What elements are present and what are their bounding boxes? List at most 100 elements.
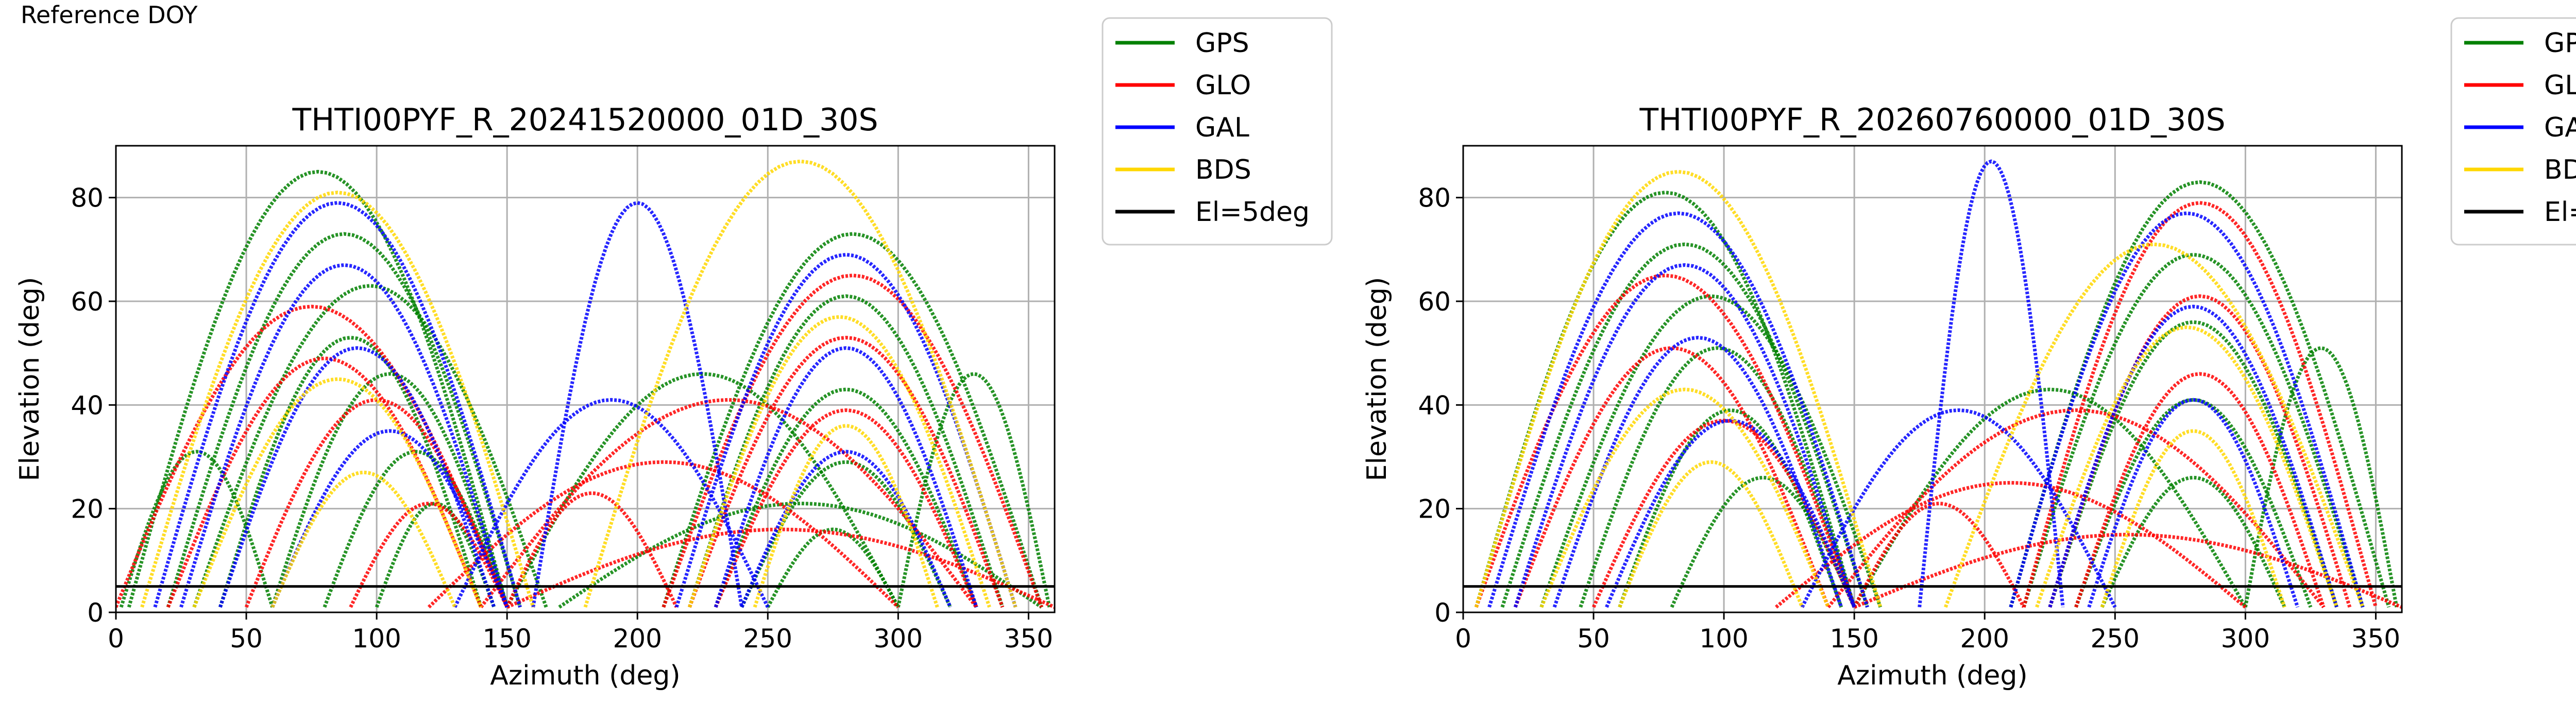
x-tick-label: 350 [1004,624,1053,654]
arc-bds [2100,429,2286,608]
x-tick-label: 300 [874,624,923,654]
legend-label-4: El=5deg [2544,197,2576,228]
arc-gps [688,294,1005,608]
legend-label-1: GLO [2544,70,2576,101]
plot-area [1463,146,2402,612]
data-layer [116,159,1055,609]
figure-top-label: Reference DOY [21,1,198,29]
arc-gps [2100,475,2286,608]
arc-gal [153,201,522,608]
arc-glo [2022,201,2378,608]
arc-gps [766,527,900,608]
arc-gal [2009,211,2365,608]
arc-bds [192,377,483,608]
arc-gal [1487,211,1869,608]
arc-bds [140,191,535,608]
arc-gps [1500,242,1869,608]
legend-box [2450,17,2576,246]
y-tick-label: 80 [1418,183,1451,213]
arc-bds [1944,242,2365,608]
series-gps [119,169,1052,609]
data-layer [1474,159,2402,609]
arc-glo [505,491,679,608]
arc-glo [714,408,978,608]
x-tick-label: 300 [2221,624,2270,654]
y-axis-label: Elevation (deg) [1362,277,1393,482]
arc-glo [1513,346,1830,608]
arc-gps [2243,346,2399,608]
arc-gps [714,387,978,608]
chart-title: THTI00PYF_R_20260760000_01D_30S [1639,102,2225,138]
arc-glo [688,335,1005,608]
arc-gps [119,450,275,608]
y-tick-label: 20 [71,494,104,524]
chart-2: 0 50 100 150 200 250 300 350 0 20 40 60 80 THTI00PYF_… [1362,17,2576,691]
arc-gps [1853,387,2247,608]
y-tick-label: 0 [87,598,104,628]
arc-glo [427,460,900,609]
arc-gps [323,450,509,608]
arc-bds [2035,325,2338,608]
legend: GPS GLO GAL BDS El=5deg [2450,17,2576,246]
arc-gps [896,372,1052,608]
arc-gps [2074,398,2313,608]
arc-gal [453,398,770,608]
arc-gal [2048,304,2338,608]
legend: GPS GLO GAL BDS El=5deg [1101,17,1333,246]
x-tick-label: 50 [1577,624,1610,654]
chart-title: THTI00PYF_R_20241520000_01D_30S [292,102,878,138]
arc-bds [688,315,991,608]
arc-gal [714,346,978,608]
y-tick-label: 40 [71,390,104,420]
x-tick-label: 100 [1699,624,1748,654]
arc-gps [1618,408,1843,608]
arc-gps [192,284,548,608]
legend-label-2: GAL [2544,112,2576,143]
axes-frame [115,145,1056,613]
legend-label-3: BDS [1195,155,1251,185]
y-tick-label: 0 [1434,598,1451,628]
x-tick-label: 350 [2351,624,2400,654]
arc-gal [740,450,952,608]
arc-glo [1475,273,1856,608]
arc-glo [2074,372,2326,608]
legend-label-0: GPS [1195,28,1249,59]
arc-gal [2087,398,2299,608]
x-tick-label: 150 [1829,624,1878,654]
arc-gal [270,429,509,608]
legend-label-1: GLO [1195,70,1251,101]
arc-bds [753,424,939,608]
arc-gps [740,460,952,608]
y-tick-label: 40 [1418,390,1451,420]
x-tick-label: 150 [482,624,531,654]
x-tick-label: 0 [1455,624,1471,654]
arc-gps [218,335,483,608]
arc-gps [2009,180,2391,608]
arc-glo [1775,481,2247,609]
legend-label-2: GAL [1195,112,1249,143]
arc-glo [1853,533,2402,609]
arc-gps [270,372,509,608]
x-tick-label: 250 [743,624,792,654]
y-tick-label: 20 [1418,494,1451,524]
legend-box [1101,17,1333,246]
chart-1: 0 50 100 150 200 250 300 350 0 20 40 60 80 THTI00PYF_… [14,17,1333,691]
arc-gps [2048,320,2338,608]
arc-glo [662,273,1043,608]
y-tick-label: 80 [71,183,104,213]
arc-gal [1800,408,2117,608]
y-tick-label: 60 [71,287,104,317]
arc-gal [1918,159,2065,608]
x-tick-label: 200 [1960,624,2009,654]
arc-bds [1618,460,1804,608]
x-tick-label: 50 [230,624,263,654]
series-gal [1487,159,2365,608]
arc-gal [179,263,509,608]
series-glo [1475,201,2402,609]
arc-gps [375,502,496,608]
x-axis-label: Azimuth (deg) [1837,660,2027,691]
arc-glo [479,398,978,609]
x-tick-label: 250 [2091,624,2140,654]
x-tick-label: 200 [613,624,662,654]
